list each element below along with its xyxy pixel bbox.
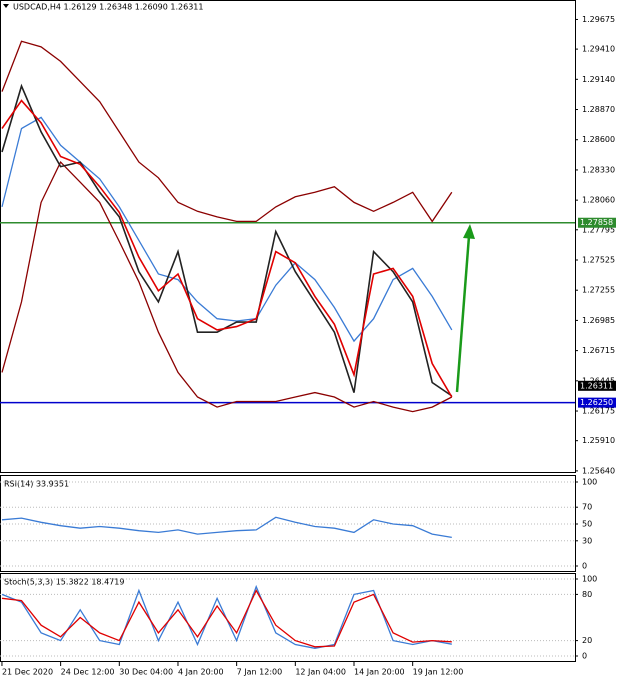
rsi-title: RSI(14) 33.9351	[4, 480, 69, 489]
price-tag	[578, 380, 616, 391]
y-tick-label: 1.28060	[582, 196, 615, 205]
x-tick-label: 24 Dec 12:00	[61, 668, 115, 677]
y-tick-label: 1.29410	[582, 45, 615, 54]
level-tag	[578, 397, 616, 408]
y-tick-label: 50	[582, 520, 592, 529]
y-tick-label: 1.26175	[582, 407, 615, 416]
y-tick-label: 1.29140	[582, 75, 615, 84]
y-tick-label: 1.27795	[582, 225, 615, 234]
series-line	[1, 160, 453, 413]
series-line	[1, 589, 452, 648]
stoch-panel	[0, 573, 576, 662]
y-tick-label: 20	[582, 636, 592, 645]
y-tick-label: 30	[582, 536, 592, 545]
y-tick-label: 100	[582, 575, 597, 584]
series-line	[1, 40, 453, 223]
level-tag-label: 1.26250	[580, 398, 613, 407]
level-tag	[578, 217, 616, 228]
level-tag-label: 1.27858	[580, 218, 613, 227]
x-tick-label: 21 Dec 2020	[2, 668, 53, 677]
y-tick-label: 70	[582, 503, 592, 512]
stoch-title: Stoch(5,3,3) 15.3822 18.4719	[4, 578, 124, 587]
x-tick-label: 30 Dec 04:00	[119, 668, 173, 677]
x-tick-label: 12 Jan 04:00	[295, 668, 346, 677]
y-tick-label: 1.29675	[582, 15, 615, 24]
menu-icon[interactable]	[3, 4, 9, 8]
y-tick-label: 1.25640	[582, 466, 615, 475]
y-tick-label: 0	[582, 562, 587, 571]
y-tick-label: 1.27525	[582, 255, 615, 264]
series-line	[1, 116, 453, 343]
x-tick-label: 7 Jan 12:00	[237, 668, 283, 677]
y-tick-label: 1.26985	[582, 316, 615, 325]
y-tick-label: 0	[582, 652, 587, 661]
trend-arrow	[455, 224, 475, 393]
y-tick-label: 80	[582, 590, 592, 599]
y-tick-label: 1.27255	[582, 286, 615, 295]
x-tick-label: 19 Jan 12:00	[413, 668, 464, 677]
y-tick-label: 1.28600	[582, 135, 615, 144]
y-tick-label: 1.28330	[582, 165, 615, 174]
price-tag-label: 1.26311	[580, 381, 613, 390]
x-tick-label: 14 Jan 20:00	[354, 668, 405, 677]
main-panel	[0, 0, 576, 473]
series-line	[1, 516, 452, 539]
y-tick-label: 1.28870	[582, 105, 615, 114]
y-tick-label: 1.26715	[582, 346, 615, 355]
series-line	[1, 99, 453, 398]
y-tick-label: 1.25910	[582, 436, 615, 445]
x-tick-label: 4 Jan 20:00	[178, 668, 224, 677]
y-tick-label: 100	[582, 478, 597, 487]
chart-title: USDCAD,H4 1.26129 1.26348 1.26090 1.2631…	[13, 3, 203, 12]
